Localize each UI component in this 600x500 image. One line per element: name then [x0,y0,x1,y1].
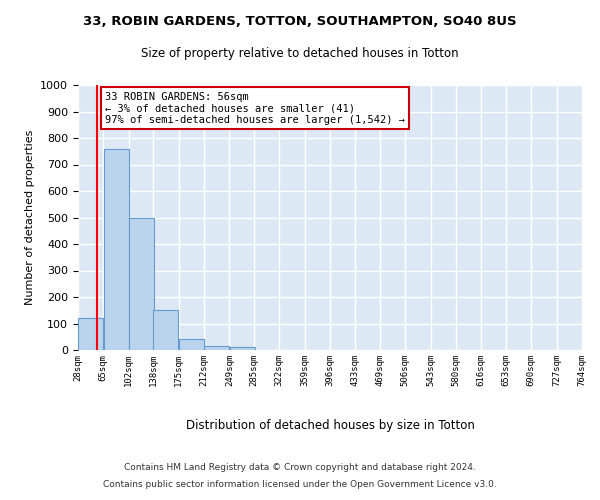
Text: Contains HM Land Registry data © Crown copyright and database right 2024.: Contains HM Land Registry data © Crown c… [124,464,476,472]
Text: 33 ROBIN GARDENS: 56sqm
← 3% of detached houses are smaller (41)
97% of semi-det: 33 ROBIN GARDENS: 56sqm ← 3% of detached… [105,92,405,125]
Text: 33, ROBIN GARDENS, TOTTON, SOUTHAMPTON, SO40 8US: 33, ROBIN GARDENS, TOTTON, SOUTHAMPTON, … [83,15,517,28]
Bar [154,310,178,350]
Bar [230,348,254,350]
Bar [129,218,154,350]
Bar [204,346,229,350]
Y-axis label: Number of detached properties: Number of detached properties [25,130,35,305]
Text: Contains public sector information licensed under the Open Government Licence v3: Contains public sector information licen… [103,480,497,489]
Bar [78,318,103,350]
Text: Size of property relative to detached houses in Totton: Size of property relative to detached ho… [141,48,459,60]
Bar [104,148,128,350]
Bar [179,340,204,350]
Text: Distribution of detached houses by size in Totton: Distribution of detached houses by size … [185,420,475,432]
